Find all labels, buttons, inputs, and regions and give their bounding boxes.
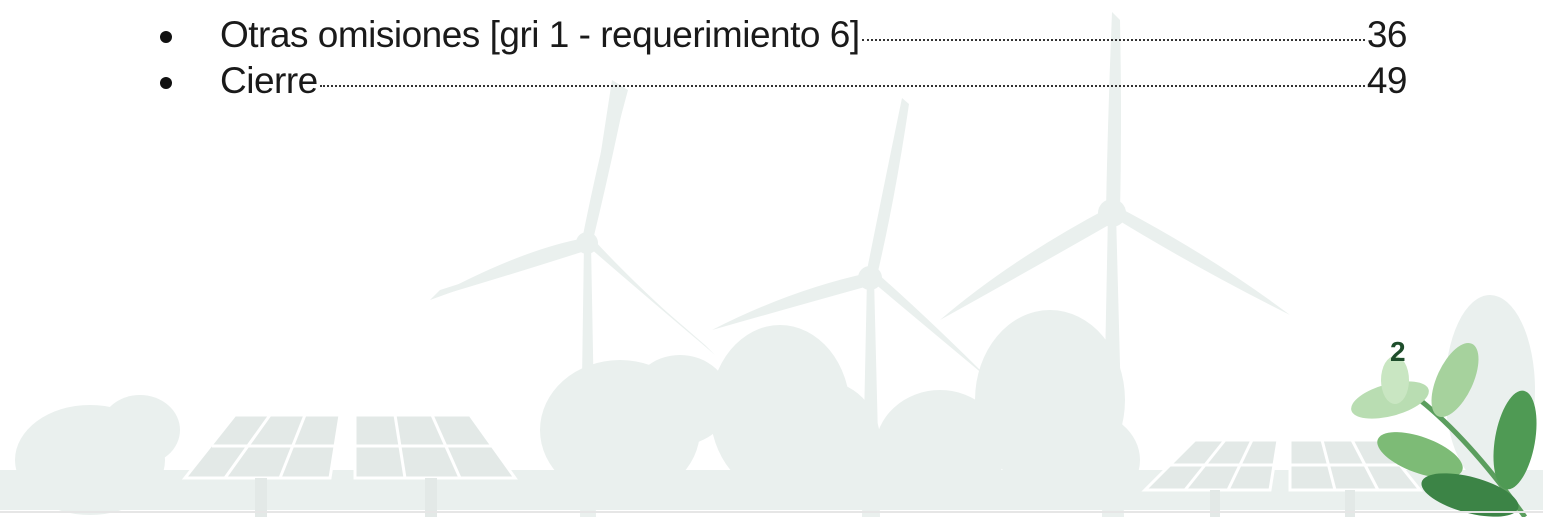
toc-entry: Cierre 49	[160, 60, 1407, 106]
bullet	[160, 31, 172, 43]
entry-title: Cierre	[220, 60, 318, 102]
dot-leader	[862, 39, 1365, 41]
entry-title: Otras omisiones [gri 1 - requerimiento 6…	[220, 14, 860, 56]
table-of-contents: Otras omisiones [gri 1 - requerimiento 6…	[160, 14, 1407, 106]
page: {"toc": {"entries": [ {"title": "Otras o…	[0, 0, 1543, 517]
page-number: 2	[1390, 336, 1406, 368]
toc-entry: Otras omisiones [gri 1 - requerimiento 6…	[160, 14, 1407, 60]
bullet	[160, 77, 172, 89]
entry-page: 36	[1367, 14, 1407, 56]
entry-page: 49	[1367, 60, 1407, 102]
dot-leader	[320, 85, 1365, 87]
